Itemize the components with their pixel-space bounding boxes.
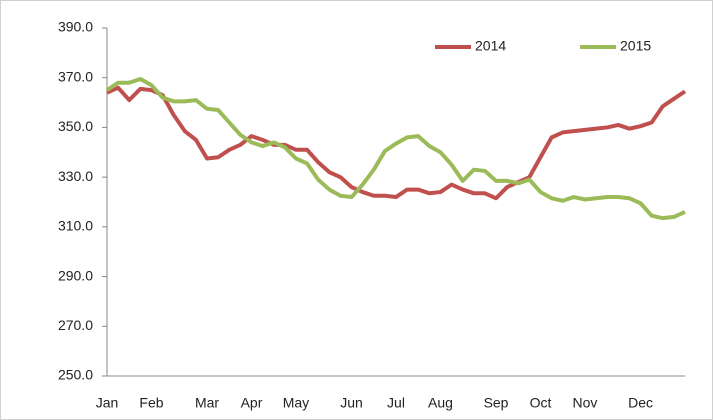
x-tick-label: Sep <box>484 395 509 411</box>
data-line <box>105 76 686 221</box>
data-line <box>106 85 687 201</box>
x-tick-label: Jul <box>387 395 405 411</box>
x-tick-label: Dec <box>628 395 653 411</box>
y-tick-label: 390.0 <box>58 19 93 35</box>
y-tick-label: 250.0 <box>58 367 93 383</box>
y-tick-label: 270.0 <box>58 317 93 333</box>
x-tick-label: Jan <box>96 395 119 411</box>
x-tick-label: Aug <box>428 395 453 411</box>
y-tick-label: 310.0 <box>58 218 93 234</box>
x-tick-label: Jun <box>340 395 363 411</box>
x-tick-label: Apr <box>241 395 263 411</box>
x-tick-label: May <box>283 395 309 411</box>
x-tick-label: Feb <box>139 395 163 411</box>
x-tick-label: Nov <box>573 395 598 411</box>
legend-label: 2015 <box>620 38 651 54</box>
y-tick-label: 370.0 <box>58 68 93 84</box>
legend-label: 2014 <box>475 38 506 54</box>
x-tick-label: Mar <box>195 395 219 411</box>
y-tick-label: 290.0 <box>58 267 93 283</box>
y-tick-label: 330.0 <box>58 168 93 184</box>
y-tick-label: 350.0 <box>58 118 93 134</box>
x-tick-label: Oct <box>530 395 552 411</box>
